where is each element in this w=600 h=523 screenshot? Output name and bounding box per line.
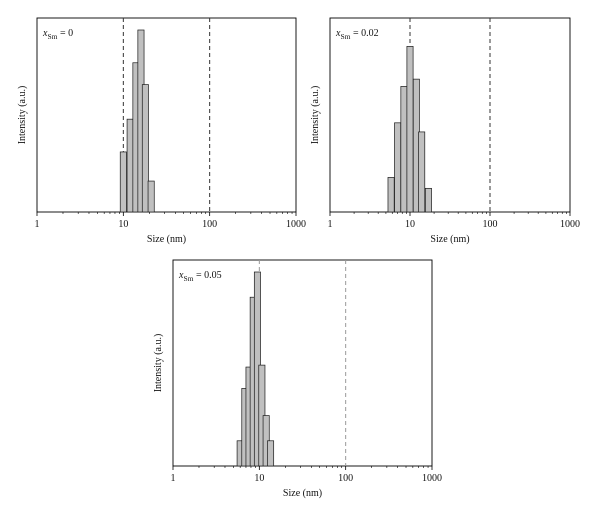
chart-panel-2: 1 10 100 1000 Size (nm) Intensity (a.u.) xSm =… [310,17,580,245]
bar-7 [424,187,432,213]
x-tick-label: 10 [254,473,264,484]
x-tick-label: 1 [35,219,40,230]
x-axis-title: Size (nm) [283,488,322,499]
bar-6 [418,131,426,213]
x-tick-label: 1 [328,219,333,230]
bar-2 [394,122,402,213]
x-axis-title: Size (nm) [430,234,469,245]
plot-frame [329,17,571,213]
bar-4 [406,46,414,213]
panel-label-value: = 0 [57,28,73,39]
bar-8 [267,440,275,467]
x-tick-label: 1000 [560,219,580,230]
panel-label-subscript: Sm [340,32,350,41]
bar-1 [119,151,127,213]
panel-label-value: = 0.05 [193,270,221,281]
plot-frame [172,259,433,467]
bar-6 [147,180,155,213]
chart-panel-1: 1 10 100 1000 Size (nm) Intensity (a.u.) xSm =… [17,17,306,245]
x-tick-label: 100 [483,219,498,230]
x-tick-label: 1 [171,473,176,484]
bar-2 [126,118,134,213]
bar-3 [400,86,408,213]
panel-label: xSm = 0 [42,28,73,41]
panel-label-var: x [178,270,184,281]
panel-label-var: x [335,28,341,39]
y-axis-title: Intensity (a.u.) [310,86,321,145]
panel-label-var: x [42,28,48,39]
panel-label: xSm = 0.02 [335,28,379,41]
chart-panel-3: 1 10 100 1000 Size (nm) Intensity (a.u.) xSm =… [153,259,442,499]
panel-label: xSm = 0.05 [178,270,222,283]
panel-label-value: = 0.02 [350,28,378,39]
y-axis-title: Intensity (a.u.) [17,86,28,145]
bar-1 [387,177,395,213]
x-axis-title: Size (nm) [147,234,186,245]
x-tick-label: 1000 [422,473,442,484]
x-tick-label: 100 [338,473,353,484]
y-axis-title: Intensity (a.u.) [153,334,164,393]
panel-label-subscript: Sm [183,274,193,283]
panel-label-subscript: Sm [47,32,57,41]
x-tick-label: 10 [405,219,415,230]
x-tick-label: 10 [118,219,128,230]
x-tick-label: 1000 [286,219,306,230]
bar-5 [141,84,149,213]
plot-frame [36,17,297,213]
x-tick-label: 100 [202,219,217,230]
